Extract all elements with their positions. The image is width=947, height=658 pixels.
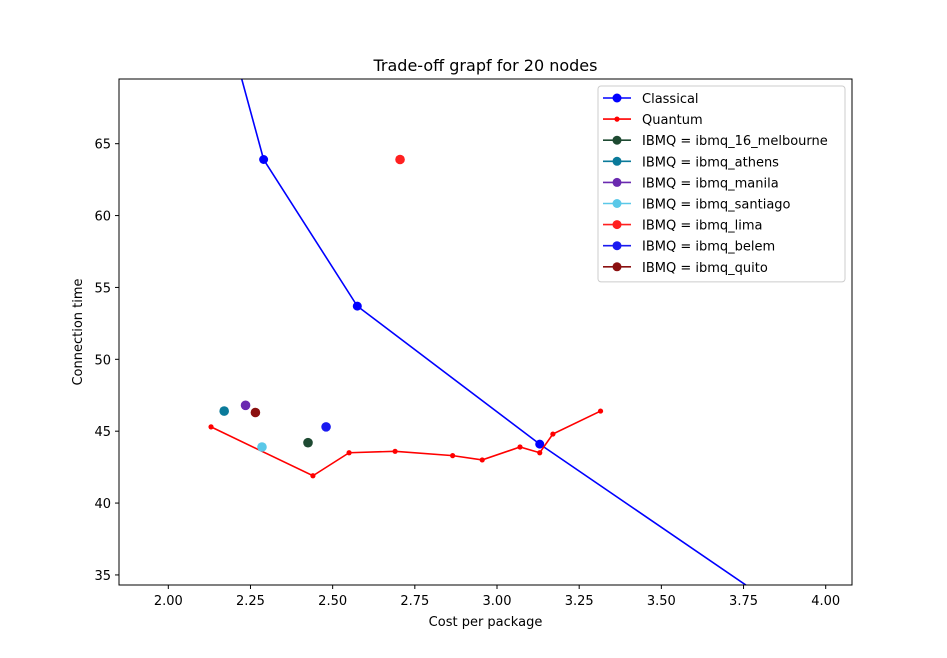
x-tick-label: 3.75	[729, 594, 758, 609]
data-point-ibmq-ibmq-athens	[219, 406, 229, 416]
series-line-quantum	[210, 410, 601, 477]
legend-marker-classical	[612, 93, 622, 103]
data-point-quantum	[208, 424, 214, 430]
y-axis: 35 40 45 50 55 60 65	[94, 138, 119, 584]
legend-marker-quantum	[614, 116, 620, 122]
data-point-ibmq-ibmq-belem	[321, 422, 331, 432]
data-point-quantum	[537, 450, 543, 456]
x-tick-label: 2.00	[154, 594, 183, 609]
x-axis-label: Cost per package	[429, 615, 543, 630]
legend: Classical Quantum IBMQ = ibmq_16_melbourne…	[597, 85, 846, 283]
data-point-quantum	[550, 431, 556, 437]
x-tick-label: 3.00	[483, 594, 512, 609]
data-point-ibmq-ibmq-16-melbourne	[303, 437, 313, 448]
legend-label-ibmq-ibmq-16-melbourne: IBMQ = ibmq_16_melbourne	[642, 134, 828, 149]
data-point-quantum	[450, 453, 456, 459]
y-tick-label: 60	[94, 210, 111, 225]
y-tick-label: 65	[94, 138, 111, 153]
data-point-quantum	[310, 473, 316, 479]
series-layer	[208, 79, 748, 585]
legend-box	[597, 85, 846, 283]
legend-label-classical: Classical	[642, 92, 699, 107]
legend-label-ibmq-ibmq-santiago: IBMQ = ibmq_santiago	[642, 198, 791, 213]
legend-label-ibmq-ibmq-manila: IBMQ = ibmq_manila	[642, 176, 779, 191]
legend-label-ibmq-ibmq-belem: IBMQ = ibmq_belem	[642, 240, 775, 255]
legend-label-ibmq-ibmq-lima: IBMQ = ibmq_lima	[642, 219, 763, 234]
legend-marker-ibmq-ibmq-athens	[612, 156, 622, 166]
legend-marker-ibmq-ibmq-16-melbourne	[612, 135, 622, 145]
legend-marker-ibmq-ibmq-belem	[612, 241, 622, 251]
chart-title: Trade-off grapf for 20 nodes	[373, 56, 598, 75]
data-point-ibmq-ibmq-santiago	[257, 442, 267, 452]
x-tick-label: 2.50	[318, 594, 347, 609]
data-point-ibmq-ibmq-manila	[240, 400, 251, 411]
x-tick-label: 3.25	[565, 594, 594, 609]
data-point-ibmq-ibmq-lima	[395, 154, 405, 165]
x-tick-label: 2.75	[400, 594, 429, 609]
y-axis-label: Connection time	[71, 278, 86, 385]
legend-marker-ibmq-ibmq-santiago	[612, 199, 622, 208]
legend-marker-ibmq-ibmq-lima	[612, 220, 622, 230]
data-point-quantum	[392, 448, 398, 454]
x-axis: 2.00 2.25 2.50 2.75 3.00 3.25 3.50 3.75 4.00	[154, 585, 840, 609]
data-point-classical	[352, 301, 362, 311]
y-tick-label: 55	[94, 281, 111, 296]
legend-marker-ibmq-ibmq-manila	[612, 177, 622, 187]
y-tick-label: 35	[94, 569, 111, 584]
x-tick-label: 3.50	[647, 594, 676, 609]
legend-label-ibmq-ibmq-athens: IBMQ = ibmq_athens	[642, 155, 779, 170]
data-point-ibmq-ibmq-quito	[250, 407, 261, 418]
data-point-classical	[535, 439, 545, 449]
legend-label-ibmq-ibmq-quito: IBMQ = ibmq_quito	[642, 261, 768, 276]
data-point-classical	[259, 155, 269, 164]
data-point-quantum	[597, 408, 604, 414]
x-tick-label: 2.25	[236, 594, 265, 609]
y-tick-label: 50	[94, 353, 111, 368]
y-tick-label: 45	[94, 425, 111, 440]
data-point-quantum	[479, 457, 485, 463]
legend-label-quantum: Quantum	[642, 113, 703, 128]
data-point-quantum	[517, 444, 523, 450]
y-tick-label: 40	[94, 497, 111, 512]
legend-marker-ibmq-ibmq-quito	[612, 262, 622, 272]
data-point-quantum	[346, 450, 352, 456]
x-tick-label: 4.00	[811, 594, 840, 609]
plot-frame	[118, 78, 853, 586]
